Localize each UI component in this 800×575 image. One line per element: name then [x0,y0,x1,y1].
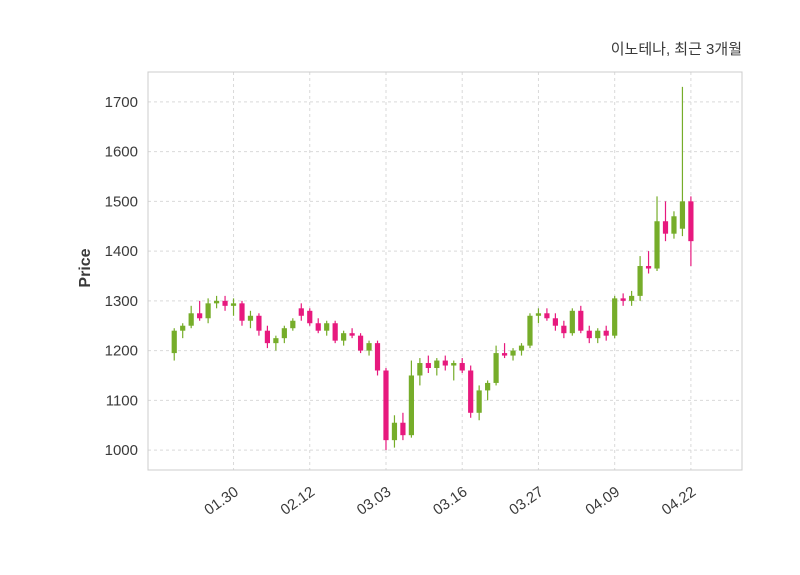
candle-body [510,350,516,356]
candle-body [281,328,287,339]
candle-body [298,308,304,316]
y-tick-label: 1100 [106,392,138,409]
x-tick-label: 03.27 [506,483,547,518]
candle-body [366,343,372,351]
candle-body [205,303,211,319]
candle-body [408,375,414,436]
candle-body [629,295,635,301]
candle-body [247,315,254,321]
candle-body [188,313,194,326]
y-tick-label: 1400 [105,243,138,260]
candle-body [535,313,542,316]
x-tick-label: 02.12 [278,483,319,518]
candle-body [493,353,499,383]
candle-body [459,363,465,371]
candle-body [400,422,406,436]
candle-body [645,266,652,269]
candle-body [688,201,694,242]
y-axis-label: Price [77,248,94,288]
candle-body [476,390,482,413]
chart-title: 이노테나, 최근 3개월 [610,41,742,58]
candle-body [552,318,558,326]
candle-body [383,370,389,441]
candle-body [197,313,203,319]
candle-body [222,300,228,306]
candle-body [239,303,245,321]
x-tick-label: 04.22 [659,483,700,518]
candle-body [578,310,584,331]
candle-body [586,330,592,339]
candle-body [671,216,677,234]
y-tick-label: 1200 [105,343,138,360]
candle-body [349,333,355,336]
y-tick-label: 1700 [105,94,138,111]
candle-body [485,382,491,391]
candle-body [654,221,660,269]
plot-area [148,72,742,470]
candle-body [620,298,626,301]
candle-body [374,343,381,371]
candle-body [315,323,321,331]
y-tick-label: 1300 [105,293,138,310]
candle-body [357,335,364,351]
plot-border [147,71,743,471]
x-tick-label: 03.16 [430,483,471,518]
candle-body [561,325,567,334]
y-tick-label: 1000 [105,442,138,459]
candle-body [273,338,279,344]
candle-body [213,300,220,304]
candle-body [230,303,237,306]
candle-body [417,363,423,376]
y-tick-label: 1500 [105,193,138,210]
candle-body [324,323,330,331]
y-tick-label: 1600 [105,144,138,161]
candle-body [171,330,177,354]
candle-body [595,330,601,339]
candle-body [425,363,431,369]
candle-body [451,363,457,366]
candle-body [341,333,347,341]
candle-body [180,325,186,331]
candle-body [603,330,609,336]
candle-body [332,323,338,341]
x-tick-label: 01.30 [201,483,242,518]
candle-body [612,298,618,336]
candle-body [434,360,440,369]
candle-body [662,221,669,234]
candle-body [501,353,508,356]
candle-body [518,345,525,351]
candle-body [527,315,533,346]
candle-body [468,370,474,413]
candle-body [637,266,643,296]
candle-body [442,360,448,366]
candle-body [307,310,313,324]
candle-body [256,315,262,331]
candle-body [569,310,575,334]
candle-body [264,330,271,344]
x-tick-label: 03.03 [354,483,395,518]
candle-body [679,201,686,229]
x-tick-label: 04.09 [582,483,623,518]
candle-body [290,320,296,329]
candle-body [391,422,398,441]
candle-body [544,313,550,319]
